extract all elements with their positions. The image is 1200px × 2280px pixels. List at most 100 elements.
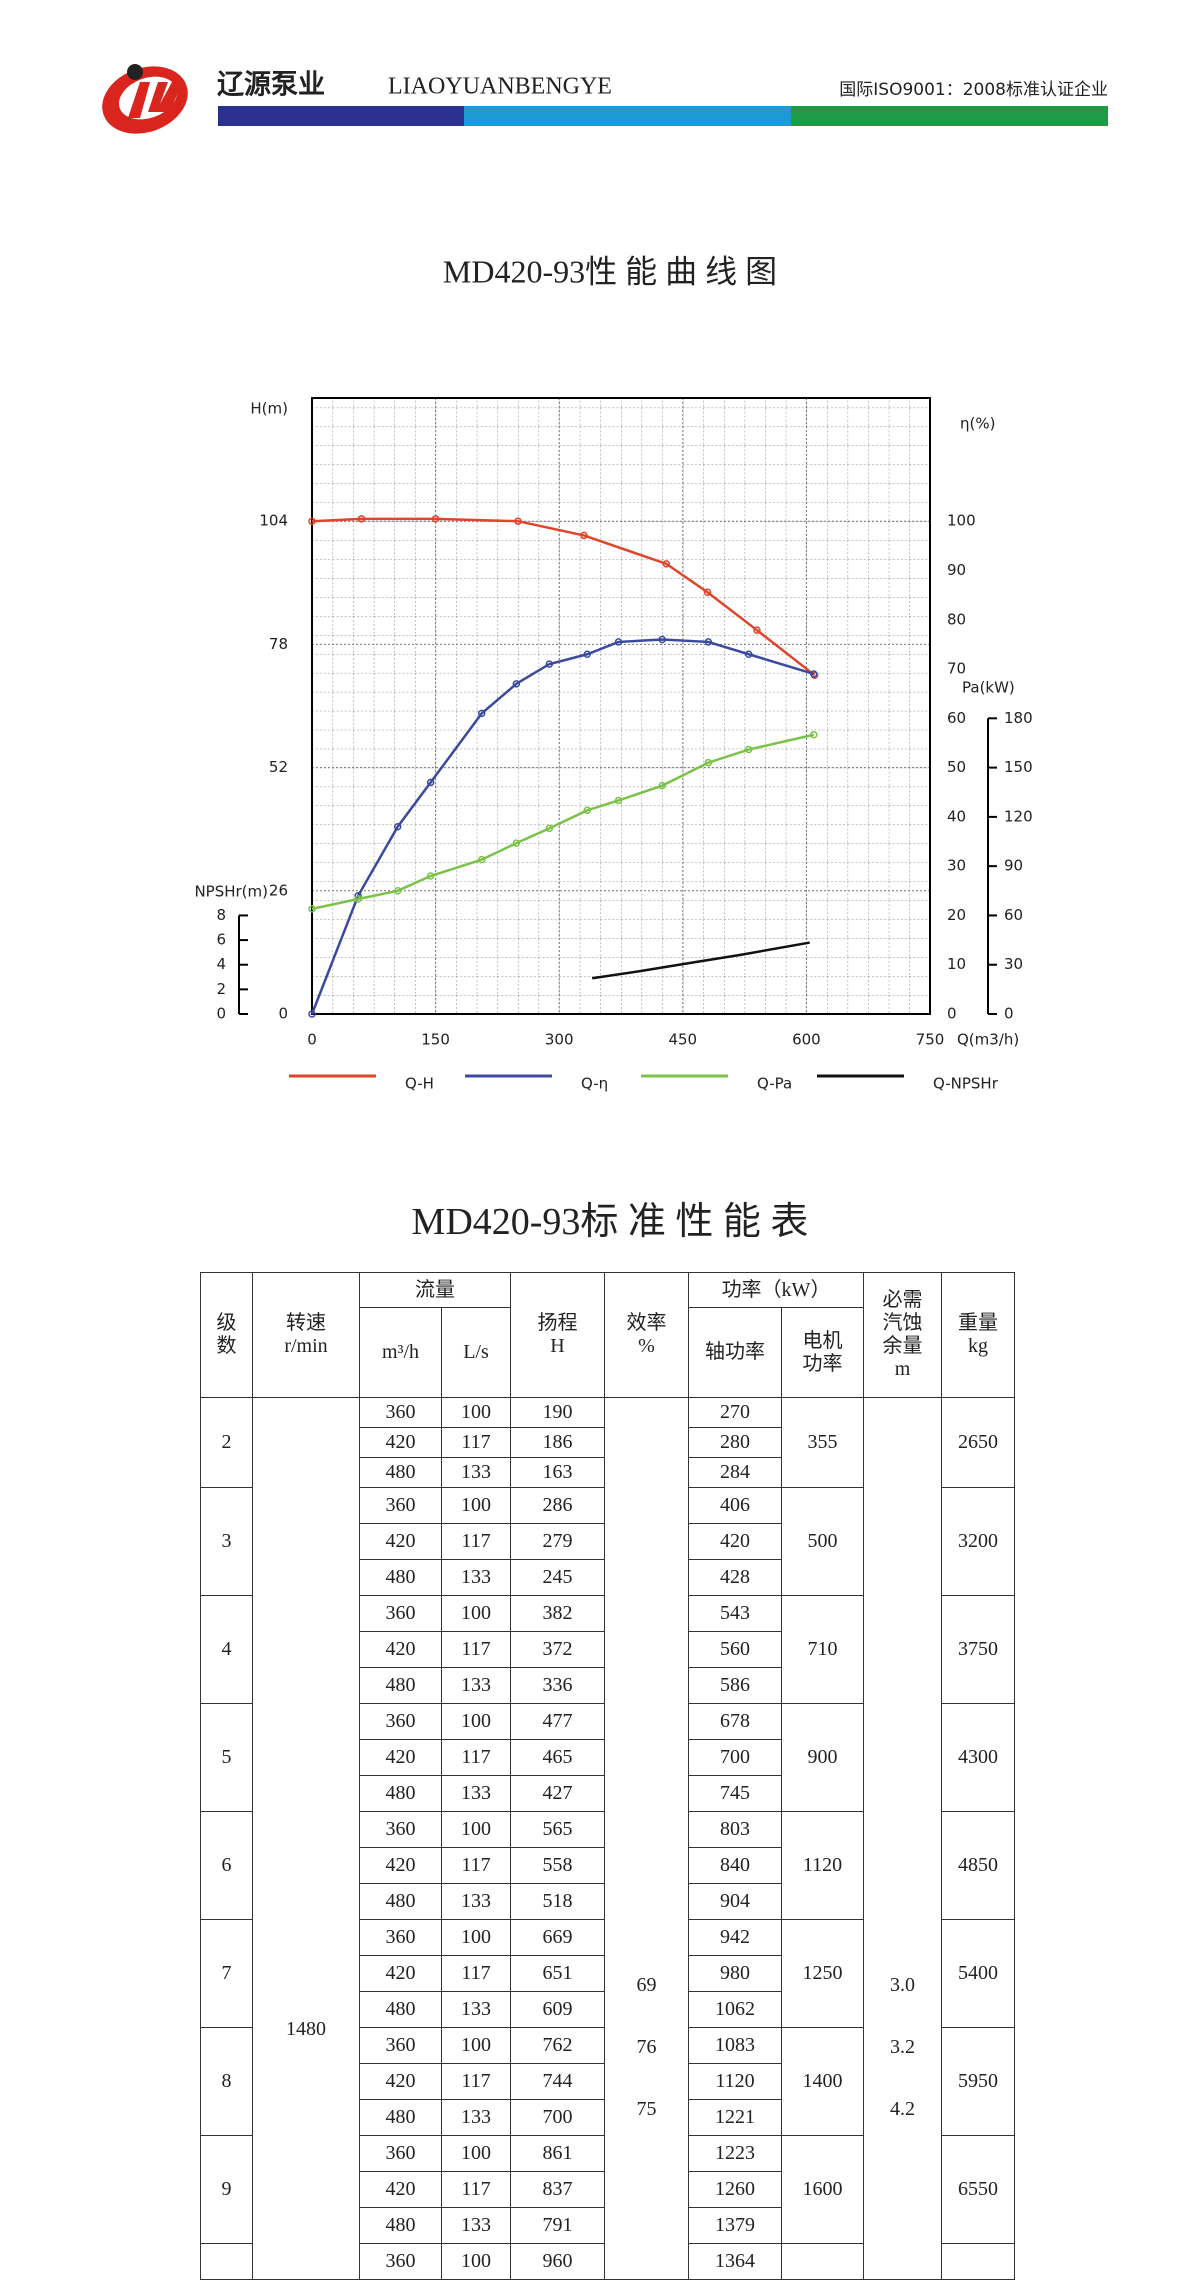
x-tick-label: 0 bbox=[307, 1031, 317, 1049]
y2-tick-label: 60 bbox=[947, 709, 966, 727]
table-cell: 3.0 3.2 4.2 bbox=[863, 1397, 943, 2280]
table-cell: 420 bbox=[359, 1523, 442, 1560]
bar-light-blue bbox=[464, 106, 791, 126]
table-cell: 186 bbox=[510, 1427, 605, 1458]
data-point bbox=[753, 626, 761, 634]
table-cell: 133 bbox=[441, 1457, 511, 1488]
table-cell: 117 bbox=[441, 1955, 511, 1992]
table-row: 420 117 837 1260 bbox=[201, 2171, 1015, 2208]
legend-label: Q-NPSHr bbox=[933, 1075, 999, 1093]
header-text: 效率 bbox=[626, 1312, 667, 1334]
table-row: 6 360 100 565 803 1120 4850 bbox=[200, 1811, 1016, 1920]
table-cell: 900 bbox=[780, 1703, 865, 1812]
table-row: 480 133 609 1062 bbox=[201, 1991, 1015, 2028]
table-cell: 3 bbox=[200, 1487, 253, 1596]
table-cell: 1260 bbox=[688, 2171, 782, 2208]
y4-axis-label: NPSHr(m) bbox=[194, 883, 268, 901]
table-row: 5 360 100 477 678 900 4300 bbox=[200, 1703, 1016, 1812]
table-cell: 651 bbox=[510, 1955, 605, 1992]
table-cell: 420 bbox=[359, 2171, 442, 2208]
table-row: 420 117 372 560 bbox=[201, 1631, 1015, 1668]
data-point bbox=[514, 517, 522, 525]
table-cell: 480 bbox=[359, 1991, 442, 2028]
table-cell: 803 bbox=[688, 1811, 782, 1848]
y4-tick-label: 2 bbox=[216, 980, 226, 998]
y-tick-label: 26 bbox=[269, 881, 288, 899]
table-cell: 762 bbox=[510, 2027, 605, 2064]
table-cell: 427 bbox=[510, 1775, 605, 1812]
header-cell: 效率% bbox=[604, 1272, 689, 1398]
y2-tick-label: 40 bbox=[947, 807, 966, 825]
table-cell: 1480 bbox=[252, 1397, 360, 2280]
data-point bbox=[614, 638, 623, 646]
table-cell: 480 bbox=[359, 1559, 442, 1596]
table-cell: 286 bbox=[510, 1487, 605, 1524]
table-cell: 1221 bbox=[688, 2099, 782, 2136]
data-point bbox=[810, 670, 818, 678]
table-cell: 163 bbox=[510, 1457, 605, 1488]
table-row: 7 360 100 669 942 1250 5400 bbox=[200, 1919, 1016, 2028]
table-cell: 861 bbox=[510, 2135, 605, 2172]
efficiency-value: 76 bbox=[636, 2036, 657, 2058]
table-cell: 100 bbox=[441, 2027, 511, 2064]
y-axis-label: H(m) bbox=[250, 400, 288, 418]
table-cell: 100 bbox=[441, 1487, 511, 1524]
data-point bbox=[357, 515, 366, 523]
table-cell: 117 bbox=[441, 2063, 511, 2100]
table-cell: 791 bbox=[510, 2207, 605, 2244]
series-line bbox=[310, 638, 815, 1015]
header-text: 扬程 bbox=[537, 1312, 578, 1334]
data-point bbox=[431, 515, 440, 523]
table-cell: 100 bbox=[441, 2135, 511, 2172]
npsh-value: 3.2 bbox=[890, 2036, 916, 2058]
table-cell: 100 bbox=[441, 1703, 511, 1740]
table-cell: 9 bbox=[200, 2135, 253, 2244]
legend-label: Q-H bbox=[405, 1075, 434, 1093]
data-point bbox=[393, 887, 402, 895]
y2-tick-label: 30 bbox=[947, 857, 966, 875]
table-row: 9 360 100 861 1223 1600 6550 bbox=[200, 2135, 1016, 2244]
table-cell: 543 bbox=[688, 1595, 782, 1632]
header-cell: 转速 r/min bbox=[252, 1272, 360, 1398]
header-cell: 重量 kg bbox=[941, 1272, 1016, 1398]
data-point bbox=[393, 822, 402, 831]
table-cell: 360 bbox=[359, 2027, 442, 2064]
table-cell: 100 bbox=[441, 1919, 511, 1956]
table-cell: 355 bbox=[780, 1397, 865, 1488]
data-point bbox=[308, 1010, 316, 1018]
series-line bbox=[311, 733, 815, 911]
y2-tick-label: 80 bbox=[947, 610, 966, 628]
data-point bbox=[477, 709, 486, 718]
table-row: 480 133 163 284 bbox=[201, 1457, 1015, 1488]
table-cell: 6 bbox=[200, 1811, 253, 1920]
table-cell: 4300 bbox=[941, 1703, 1016, 1812]
table-cell: 5400 bbox=[941, 1919, 1016, 2028]
y3-tick-label: 180 bbox=[1004, 709, 1033, 727]
table-cell: 420 bbox=[688, 1523, 782, 1560]
table-cell: 1250 bbox=[780, 1919, 865, 2028]
table-cell: 1379 bbox=[688, 2207, 782, 2244]
table-cell: 382 bbox=[510, 1595, 605, 1632]
efficiency-value: 75 bbox=[636, 2098, 657, 2120]
table-cell: 1083 bbox=[688, 2027, 782, 2064]
table-cell: 700 bbox=[510, 2099, 605, 2136]
table-cell: 420 bbox=[359, 2063, 442, 2100]
table-cell: 7 bbox=[200, 1919, 253, 2028]
header-text: 重量 bbox=[958, 1312, 999, 1334]
legend-label: Q-Pa bbox=[757, 1075, 792, 1093]
table-cell: 1364 bbox=[688, 2243, 782, 2280]
y3-tick-label: 30 bbox=[1004, 955, 1023, 973]
table-cell: 5950 bbox=[941, 2027, 1016, 2136]
series-line bbox=[591, 941, 810, 980]
table-cell bbox=[200, 2243, 253, 2280]
header-cell: m³/h bbox=[359, 1307, 442, 1398]
data-point bbox=[426, 778, 435, 787]
table-cell: 586 bbox=[688, 1667, 782, 1704]
table-cell bbox=[941, 2243, 1016, 2280]
brand-cn: 辽源泵业 bbox=[217, 70, 325, 101]
data-point bbox=[512, 680, 521, 688]
data-point bbox=[658, 635, 666, 644]
x-tick-label: 300 bbox=[545, 1031, 574, 1049]
data-point bbox=[704, 638, 713, 646]
